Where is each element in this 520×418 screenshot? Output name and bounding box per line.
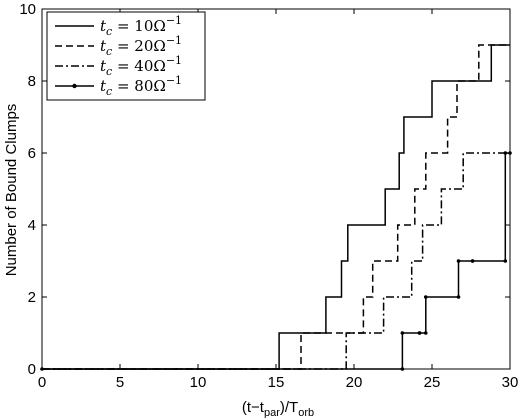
x-tick-label: 20 xyxy=(346,374,363,391)
y-tick-label: 0 xyxy=(28,361,36,378)
series-point xyxy=(456,295,461,299)
series-point xyxy=(40,367,44,371)
series-point xyxy=(470,259,475,263)
x-axis-ticks: 0 5 10 15 20 25 30 xyxy=(38,9,519,391)
legend-swatch-marker xyxy=(72,83,77,89)
legend-entry-1: tc = 20Ω−1 xyxy=(55,34,182,58)
series-line-dashdot xyxy=(42,152,510,370)
x-tick-label: 30 xyxy=(502,374,519,391)
y-tick-label: 4 xyxy=(28,217,36,234)
legend-entry-2: tc = 40Ω−1 xyxy=(55,54,182,78)
x-tick-label: 25 xyxy=(424,374,441,391)
legend-label-0: tc = 10Ω−1 xyxy=(100,14,182,38)
y-tick-label: 2 xyxy=(28,289,36,306)
series-point xyxy=(423,295,428,299)
legend-label-2: tc = 40Ω−1 xyxy=(100,54,182,78)
y-tick-label: 8 xyxy=(28,73,36,90)
x-axis-label-sub-par: par xyxy=(264,407,280,418)
series-point xyxy=(503,259,508,263)
y-tick-label: 6 xyxy=(28,145,36,162)
legend-label-3: tc = 80Ω−1 xyxy=(100,74,182,98)
x-tick-label: 15 xyxy=(268,374,285,391)
series-point xyxy=(417,331,422,335)
legend-label-1: tc = 20Ω−1 xyxy=(100,34,182,58)
legend-entry-0: tc = 10Ω−1 xyxy=(55,14,182,38)
x-tick-label: 10 xyxy=(190,374,207,391)
x-axis-label: (t−tpar)/Torb xyxy=(242,399,314,418)
series-layer xyxy=(40,44,512,371)
x-tick-label: 5 xyxy=(116,374,124,391)
legend-entry-3: tc = 80Ω−1 xyxy=(55,74,182,98)
series-point xyxy=(400,331,405,335)
series-point xyxy=(400,367,405,371)
series-point xyxy=(508,151,512,155)
series-line-solid-dots xyxy=(42,152,510,370)
series-point xyxy=(456,259,461,263)
y-axis-label: Number of Bound Clumps xyxy=(3,104,20,277)
y-axis-ticks: 0 2 4 6 8 10 xyxy=(19,1,510,378)
series-point xyxy=(423,331,428,335)
x-axis-label-sub-orb: orb xyxy=(298,407,314,418)
y-tick-label: 10 xyxy=(19,1,36,18)
legend: tc = 10Ω−1 tc = 20Ω−1 tc = 40Ω−1 tc = 80… xyxy=(46,11,206,101)
series-point xyxy=(503,151,508,155)
x-tick-label: 0 xyxy=(38,374,46,391)
